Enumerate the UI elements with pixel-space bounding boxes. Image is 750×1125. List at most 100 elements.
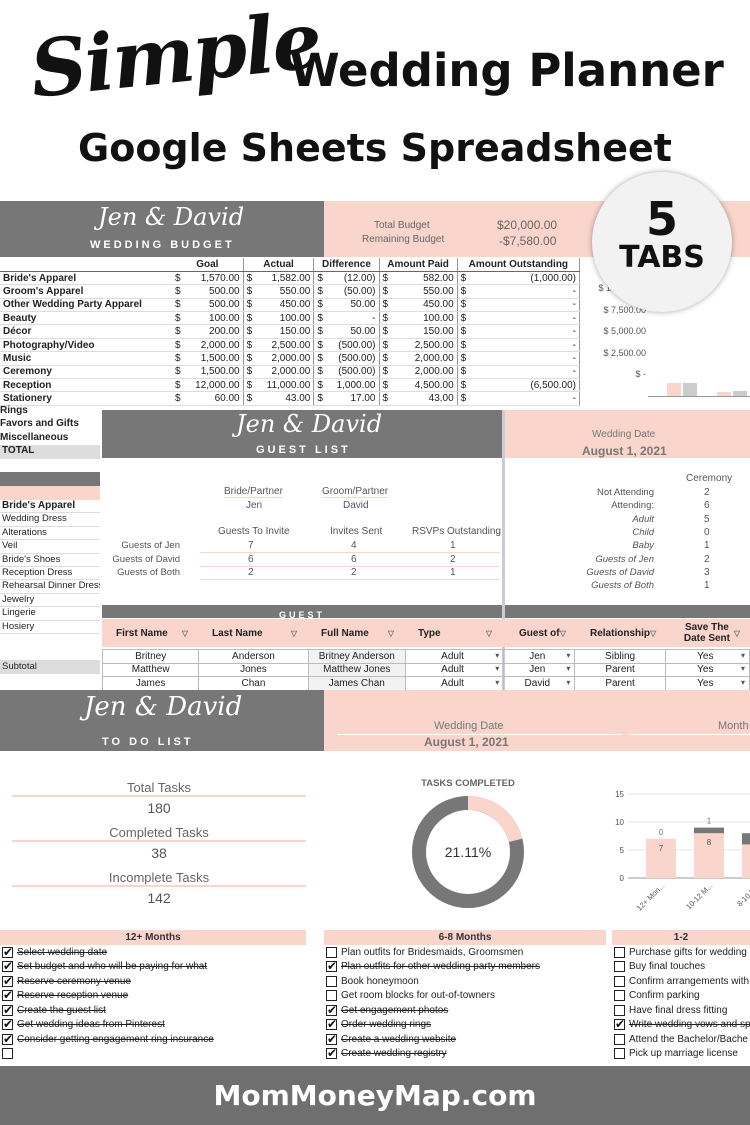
budget-cell-out[interactable]: - <box>469 338 581 353</box>
dropdown-arrow-icon[interactable]: ▾ <box>740 677 745 687</box>
todo-checkbox[interactable] <box>614 990 625 1002</box>
budget-cell-diff[interactable]: (500.00) <box>325 365 380 380</box>
guest-col-header[interactable]: Relationship ▽ <box>576 619 666 647</box>
guest-cell[interactable]: Anderson <box>198 649 309 664</box>
todo-checkbox[interactable] <box>614 975 625 987</box>
budget-cell-actual[interactable]: 550.00 <box>255 284 315 299</box>
guest-cell[interactable]: Jen ▾ <box>503 662 576 677</box>
budget-cell-actual[interactable]: 2,000.00 <box>255 365 315 380</box>
budget-cell-actual[interactable]: 2,500.00 <box>255 338 315 353</box>
budget-cell-diff[interactable]: 17.00 <box>325 391 380 406</box>
todo-checkbox[interactable] <box>2 989 13 1002</box>
todo-checkbox[interactable] <box>2 974 13 988</box>
filter-icon[interactable]: ▽ <box>559 628 566 638</box>
todo-checkbox[interactable] <box>2 1032 13 1046</box>
budget-cell-diff[interactable]: 50.00 <box>325 298 380 313</box>
todo-checkbox[interactable] <box>614 1018 625 1031</box>
budget-cell-actual[interactable]: 100.00 <box>255 311 315 326</box>
budget-cell-goal[interactable]: 1,570.00 <box>183 271 244 286</box>
guest-col-header[interactable]: Type ▽ <box>404 619 502 647</box>
budget-cell-goal[interactable]: 500.00 <box>183 298 244 313</box>
budget-cell-goal[interactable]: 200.00 <box>183 324 244 339</box>
budget-cell-paid[interactable]: 2,000.00 <box>391 365 458 380</box>
budget-cell-out[interactable]: (6,500.00) <box>469 378 581 393</box>
budget-cell-out[interactable]: - <box>469 311 581 326</box>
guest-cell[interactable]: Adult ▾ <box>404 662 505 677</box>
filter-icon[interactable]: ▽ <box>485 628 492 638</box>
guest-cell[interactable]: Jen ▾ <box>503 649 576 664</box>
todo-checkbox[interactable] <box>326 1047 337 1060</box>
guest-cell[interactable]: Chan <box>198 676 309 691</box>
budget-cell-diff[interactable]: (500.00) <box>325 351 380 366</box>
guest-cell[interactable]: Britney <box>101 649 200 664</box>
dropdown-arrow-icon[interactable]: ▾ <box>495 650 500 660</box>
dropdown-arrow-icon[interactable]: ▾ <box>566 677 571 687</box>
filter-icon[interactable]: ▽ <box>290 628 297 638</box>
budget-cell-out[interactable]: (1,000.00) <box>469 271 581 286</box>
todo-checkbox[interactable] <box>2 945 13 959</box>
guest-cell[interactable]: James Chan <box>307 676 406 691</box>
dropdown-arrow-icon[interactable]: ▾ <box>740 650 745 660</box>
budget-cell-paid[interactable]: 582.00 <box>391 271 458 286</box>
filter-icon[interactable]: ▽ <box>650 628 657 638</box>
guest-cell[interactable]: Parent <box>574 676 666 691</box>
todo-checkbox[interactable] <box>326 1032 337 1046</box>
budget-cell-goal[interactable]: 500.00 <box>183 284 244 299</box>
budget-cell-diff[interactable]: (500.00) <box>325 338 380 353</box>
todo-checkbox[interactable] <box>614 1048 625 1060</box>
todo-checkbox[interactable] <box>614 1033 625 1045</box>
budget-cell-diff[interactable]: - <box>325 311 380 326</box>
filter-icon[interactable]: ▽ <box>387 628 394 638</box>
budget-cell-out[interactable]: - <box>469 324 581 339</box>
todo-checkbox[interactable] <box>326 990 337 1002</box>
todo-checkbox[interactable] <box>326 975 337 987</box>
guest-cell[interactable]: David ▾ <box>503 676 576 691</box>
todo-checkbox[interactable] <box>2 1048 13 1060</box>
budget-cell-paid[interactable]: 100.00 <box>391 311 458 326</box>
guest-col-header[interactable]: Guest of ▽ <box>505 619 576 647</box>
guest-cell[interactable]: Yes ▾ <box>664 676 750 691</box>
budget-cell-actual[interactable]: 450.00 <box>255 298 315 313</box>
budget-cell-goal[interactable]: 1,500.00 <box>183 365 244 380</box>
budget-cell-out[interactable]: - <box>469 284 581 299</box>
budget-cell-actual[interactable]: 1,582.00 <box>255 271 315 286</box>
budget-cell-paid[interactable]: 550.00 <box>391 284 458 299</box>
guest-cell[interactable]: James <box>101 676 200 691</box>
guest-cell[interactable]: Matthew Jones <box>307 662 406 677</box>
budget-cell-out[interactable]: - <box>469 351 581 366</box>
footer-site[interactable]: MomMoneyMap.com <box>213 1079 537 1112</box>
todo-checkbox[interactable] <box>614 961 625 973</box>
budget-cell-paid[interactable]: 43.00 <box>391 391 458 406</box>
guest-cell[interactable]: Matthew <box>101 662 200 677</box>
todo-checkbox[interactable] <box>2 960 13 973</box>
budget-cell-diff[interactable]: (12.00) <box>325 271 380 286</box>
guest-cell[interactable]: Britney Anderson <box>307 649 406 664</box>
budget-cell-paid[interactable]: 2,500.00 <box>391 338 458 353</box>
dropdown-arrow-icon[interactable]: ▾ <box>566 664 571 674</box>
todo-checkbox[interactable] <box>2 1003 13 1017</box>
dropdown-arrow-icon[interactable]: ▾ <box>740 664 745 674</box>
guest-cell[interactable]: Sibling <box>574 649 666 664</box>
budget-cell-goal[interactable]: 1,500.00 <box>183 351 244 366</box>
budget-cell-diff[interactable]: 1,000.00 <box>325 378 380 393</box>
filter-icon[interactable]: ▽ <box>733 628 740 638</box>
todo-checkbox[interactable] <box>326 946 337 958</box>
budget-cell-out[interactable]: - <box>469 298 581 313</box>
budget-cell-actual[interactable]: 43.00 <box>255 391 315 406</box>
budget-cell-paid[interactable]: 4,500.00 <box>391 378 458 393</box>
guest-cell[interactable]: Yes ▾ <box>664 662 750 677</box>
todo-checkbox[interactable] <box>614 1004 625 1016</box>
budget-cell-out[interactable]: - <box>469 365 581 380</box>
dropdown-arrow-icon[interactable]: ▾ <box>566 650 571 660</box>
guest-cell[interactable]: Parent <box>574 662 666 677</box>
budget-cell-actual[interactable]: 11,000.00 <box>255 378 315 393</box>
guest-col-header[interactable]: Full Name ▽ <box>307 619 404 647</box>
budget-cell-out[interactable]: - <box>469 391 581 406</box>
guest-col-header[interactable]: First Name ▽ <box>102 619 198 647</box>
guest-cell[interactable]: Adult ▾ <box>404 649 505 664</box>
budget-cell-actual[interactable]: 150.00 <box>255 324 315 339</box>
dropdown-arrow-icon[interactable]: ▾ <box>495 664 500 674</box>
budget-cell-goal[interactable]: 2,000.00 <box>183 338 244 353</box>
todo-checkbox[interactable] <box>326 1003 337 1017</box>
todo-checkbox[interactable] <box>326 960 337 973</box>
